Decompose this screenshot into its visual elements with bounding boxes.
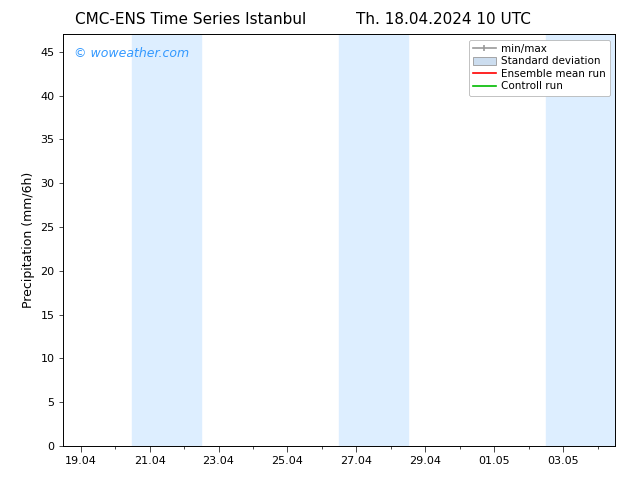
Legend: min/max, Standard deviation, Ensemble mean run, Controll run: min/max, Standard deviation, Ensemble me…	[469, 40, 610, 96]
Bar	[546, 34, 615, 446]
Text: CMC-ENS Time Series Istanbul: CMC-ENS Time Series Istanbul	[75, 12, 306, 27]
Y-axis label: Precipitation (mm/6h): Precipitation (mm/6h)	[22, 172, 35, 308]
Bar	[133, 34, 202, 446]
Text: © woweather.com: © woweather.com	[74, 47, 190, 60]
Bar	[339, 34, 408, 446]
Text: Th. 18.04.2024 10 UTC: Th. 18.04.2024 10 UTC	[356, 12, 531, 27]
